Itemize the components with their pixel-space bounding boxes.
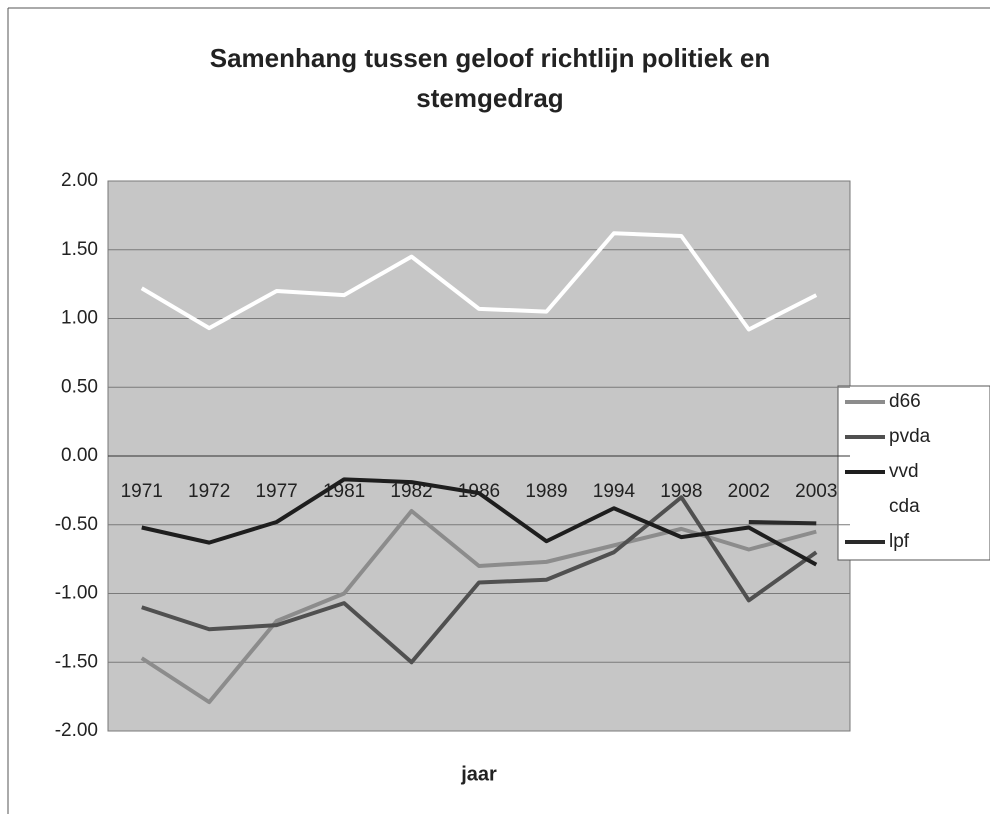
x-tick-label: 1977 — [255, 481, 297, 502]
x-tick-label: 1981 — [323, 481, 365, 502]
y-tick-label: -1.50 — [55, 651, 98, 672]
y-tick-label: 1.50 — [61, 239, 98, 260]
y-tick-label: -2.00 — [55, 720, 98, 741]
legend-label: pvda — [889, 426, 931, 447]
series-line — [140, 231, 818, 332]
x-tick-label: 2002 — [728, 481, 770, 502]
legend-label: lpf — [889, 531, 910, 552]
series-line — [141, 495, 818, 665]
y-tick-label: -0.50 — [55, 514, 98, 535]
x-axis-label: jaar — [460, 763, 497, 785]
y-tick-label: 0.50 — [61, 376, 98, 397]
series-line — [141, 477, 818, 567]
y-tick-label: 1.00 — [61, 308, 98, 329]
x-tick-label: 1994 — [593, 481, 636, 502]
legend-label: d66 — [889, 391, 921, 412]
x-tick-label: 1982 — [390, 481, 432, 502]
x-tick-label: 1989 — [525, 481, 567, 502]
series-line — [748, 520, 817, 526]
y-tick-label: 2.00 — [61, 170, 98, 191]
x-tick-label: 1972 — [188, 481, 230, 502]
x-tick-label: 2003 — [795, 481, 837, 502]
y-tick-label: 0.00 — [61, 445, 98, 466]
x-tick-label: 1971 — [121, 481, 163, 502]
chart-title: Samenhang tussen geloof richtlijn politi… — [209, 43, 771, 113]
y-tick-label: -1.00 — [55, 583, 98, 604]
x-tick-label: 1998 — [660, 481, 702, 502]
legend-label: cda — [889, 496, 920, 517]
legend-label: vvd — [889, 461, 919, 482]
